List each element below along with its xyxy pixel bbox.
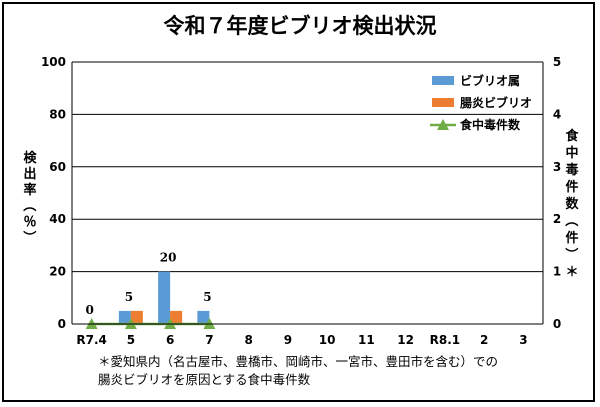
x-tick-label: 9 — [284, 333, 292, 347]
x-tick-label: 7 — [205, 333, 213, 347]
svg-text:検: 検 — [23, 150, 37, 166]
x-tick-label: 3 — [519, 333, 527, 347]
legend-label: ビブリオ属 — [460, 73, 520, 88]
legend-label: 腸炎ビブリオ — [460, 95, 532, 110]
legend-item: 食中毒件数 — [430, 117, 521, 132]
legend-item: ビブリオ属 — [432, 73, 520, 88]
data-label: 5 — [203, 290, 211, 304]
y-tick-label-left: 100 — [41, 55, 66, 69]
y-axis-label-left: 検出率（ ％） — [21, 150, 37, 244]
x-tick-label: R8.1 — [430, 333, 461, 347]
chart-title: 令和７年度ビブリオ検出状況 — [164, 14, 437, 38]
y-tick-label-right: 2 — [553, 212, 561, 226]
svg-text:＊: ＊ — [565, 265, 578, 280]
svg-text:件: 件 — [565, 230, 578, 246]
bar-vibrio — [158, 271, 171, 324]
svg-text:中: 中 — [565, 145, 578, 161]
svg-text:食: 食 — [565, 128, 579, 144]
x-tick-label: R7.4 — [76, 333, 107, 347]
bar-v-parahaemolyticus — [130, 310, 143, 324]
legend-marker — [437, 119, 449, 130]
footnote-line-1: ＊愛知県内（名古屋市、豊橋市、岡崎市、一宮市、豊田市を含む）での — [98, 354, 498, 369]
svg-text:）: ） — [563, 247, 579, 260]
svg-text:％: ％ — [23, 215, 36, 230]
x-tick-label: 11 — [358, 333, 375, 347]
legend-item: 腸炎ビブリオ — [432, 95, 532, 110]
bar-vibrio — [197, 310, 210, 324]
bar-v-parahaemolyticus — [170, 310, 183, 324]
svg-text:（: （ — [21, 198, 37, 211]
x-tick-label: 8 — [244, 333, 252, 347]
y-tick-label-left: 60 — [49, 160, 66, 174]
y-tick-label-right: 4 — [553, 107, 561, 121]
footnote-line-2: 腸炎ビブリオを原因とする食中毒件数 — [98, 372, 311, 387]
data-label: 5 — [125, 290, 133, 304]
y-tick-label-left: 80 — [49, 107, 66, 121]
svg-text:毒: 毒 — [565, 162, 578, 178]
x-tick-label: 5 — [127, 333, 135, 347]
y-tick-label-left: 40 — [49, 212, 66, 226]
svg-text:（: （ — [563, 213, 579, 226]
y-tick-label-right: 1 — [553, 265, 561, 279]
y-tick-label-left: 20 — [49, 265, 66, 279]
y-axis-label-right: 食中毒件数（件）＊ — [563, 128, 579, 280]
legend-label: 食中毒件数 — [459, 117, 521, 132]
legend-swatch — [432, 98, 454, 107]
svg-text:）: ） — [21, 230, 37, 243]
y-tick-label-left: 0 — [58, 317, 66, 331]
legend-swatch — [432, 76, 454, 85]
chart-frame — [2, 2, 595, 402]
y-tick-label-right: 5 — [553, 55, 561, 69]
svg-text:出: 出 — [23, 166, 36, 182]
data-label: 20 — [160, 251, 177, 265]
svg-text:件: 件 — [565, 179, 578, 195]
bar-vibrio — [118, 310, 131, 324]
x-tick-label: 12 — [397, 333, 414, 347]
x-tick-label: 2 — [480, 333, 488, 347]
x-tick-label: 6 — [166, 333, 174, 347]
y-tick-label-right: 3 — [553, 160, 561, 174]
y-tick-label-right: 0 — [553, 317, 561, 331]
svg-text:率: 率 — [23, 182, 36, 198]
svg-text:数: 数 — [565, 196, 579, 212]
x-tick-label: 10 — [319, 333, 336, 347]
data-label: 0 — [85, 303, 93, 317]
